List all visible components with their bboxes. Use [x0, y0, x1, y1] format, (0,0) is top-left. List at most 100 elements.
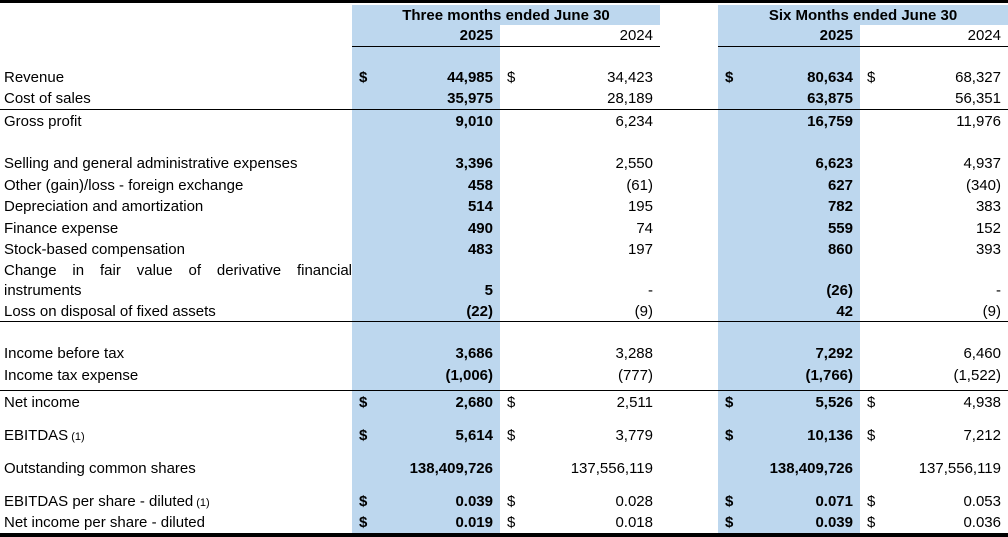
row-other-gain-loss-fx: Other (gain)/loss - foreign exchange 458… — [0, 174, 1008, 196]
row-net-income: Net income $ 2,680 $ 2,511 $ 5,526 $ 4,9… — [0, 391, 1008, 413]
value-6mo-2025: 10,136 — [746, 424, 860, 446]
value-6mo-2024: (340) — [965, 176, 1001, 194]
spacer-row — [0, 446, 1008, 457]
row-label: Change in fair value of derivative finan… — [4, 262, 352, 299]
value-3mo-2025: 490 — [382, 217, 500, 239]
header-year-row: 2025 2024 2025 2024 — [0, 25, 1008, 47]
row-outstanding-common-shares: Outstanding common shares 138,409,726 13… — [0, 457, 1008, 479]
value-6mo-2024: (1,522) — [953, 366, 1001, 384]
dollar-sign: $ — [507, 514, 516, 531]
header-six-months: Six Months ended June 30 — [718, 5, 1008, 25]
value-6mo-2024: - — [996, 282, 1001, 299]
footnote-marker: (1) — [196, 497, 210, 509]
dollar-sign: $ — [718, 391, 746, 413]
row-ebitdas: EBITDAS (1) $ 5,614 $ 3,779 $ 10,136 $ 7,… — [0, 424, 1008, 446]
value-3mo-2025: 2,680 — [382, 391, 500, 413]
value-6mo-2025: 80,634 — [746, 66, 860, 88]
value-3mo-2025: 9,010 — [382, 110, 500, 132]
row-label: Income before tax — [4, 344, 125, 362]
row-label: Loss on disposal of fixed assets — [4, 302, 216, 320]
dollar-sign: $ — [507, 68, 516, 86]
value-6mo-2024: 137,556,119 — [918, 459, 1001, 477]
value-3mo-2025: 138,409,726 — [382, 457, 500, 479]
value-3mo-2025: 5 — [382, 260, 500, 301]
value-3mo-2025: 483 — [382, 239, 500, 260]
row-depreciation-amortization: Depreciation and amortization 514 195 78… — [0, 196, 1008, 217]
value-6mo-2024: 56,351 — [955, 90, 1001, 107]
value-3mo-2024: 34,423 — [607, 68, 653, 86]
row-stock-based-compensation: Stock-based compensation 483 197 860 393 — [0, 239, 1008, 260]
dollar-sign: $ — [352, 66, 382, 88]
row-label: Outstanding common shares — [4, 459, 196, 477]
value-6mo-2024: 4,937 — [963, 154, 1001, 172]
value-3mo-2024: 197 — [627, 241, 653, 258]
value-3mo-2025: 0.039 — [382, 490, 500, 512]
value-3mo-2024: 74 — [636, 219, 653, 237]
value-6mo-2025: 0.071 — [746, 490, 860, 512]
row-label: Income tax expense — [4, 366, 139, 384]
value-6mo-2024: 4,938 — [963, 393, 1001, 411]
row-revenue: Revenue $ 44,985 $ 34,423 $ 80,634 $ 68,… — [0, 66, 1008, 88]
row-label: Depreciation and amortization — [4, 198, 204, 215]
row-income-tax-expense: Income tax expense (1,006) (777) (1,766)… — [0, 364, 1008, 386]
spacer-row — [0, 413, 1008, 424]
row-finance-expense: Finance expense 490 74 559 152 — [0, 217, 1008, 239]
value-6mo-2025: 782 — [746, 196, 860, 217]
row-loss-disposal-fixed-assets: Loss on disposal of fixed assets (22) (9… — [0, 301, 1008, 322]
row-income-before-tax: Income before tax 3,686 3,288 7,292 6,46… — [0, 342, 1008, 364]
value-3mo-2024: 2,550 — [615, 154, 653, 172]
value-3mo-2025: 5,614 — [382, 424, 500, 446]
row-label: Net income per share - diluted — [4, 514, 205, 531]
dollar-sign: $ — [718, 490, 746, 512]
spacer-row — [0, 386, 1008, 391]
row-net-income-per-share-diluted: Net income per share - diluted $ 0.019 $… — [0, 512, 1008, 533]
dollar-sign: $ — [867, 68, 876, 86]
row-label: Cost of sales — [4, 90, 91, 107]
value-6mo-2025: (1,766) — [746, 364, 860, 386]
row-label: Selling and general administrative expen… — [4, 154, 298, 172]
value-6mo-2025: 559 — [746, 217, 860, 239]
row-label: Stock-based compensation — [4, 241, 185, 258]
dollar-sign: $ — [507, 393, 516, 411]
dollar-sign: $ — [352, 490, 382, 512]
value-3mo-2025: 44,985 — [382, 66, 500, 88]
footnote-marker: (1) — [71, 431, 85, 443]
value-3mo-2024: 2,511 — [616, 393, 653, 411]
row-label: EBITDAS (1) — [4, 426, 85, 444]
header-gap — [660, 5, 718, 25]
value-3mo-2025: 3,686 — [382, 342, 500, 364]
value-3mo-2024: 195 — [627, 198, 653, 215]
value-6mo-2024: 393 — [975, 241, 1001, 258]
spacer-row — [0, 132, 1008, 152]
value-6mo-2025: 5,526 — [746, 391, 860, 413]
value-3mo-2024: 3,779 — [615, 426, 653, 444]
year-3mo-2025: 2025 — [382, 25, 500, 47]
dollar-sign: $ — [352, 512, 382, 533]
header-group-row: Three months ended June 30 Six Months en… — [0, 5, 1008, 25]
value-6mo-2024: 68,327 — [955, 68, 1001, 86]
value-3mo-2024: 0.018 — [615, 514, 653, 531]
value-3mo-2025: (1,006) — [382, 364, 500, 386]
value-3mo-2025: 3,396 — [382, 152, 500, 174]
value-3mo-2024: 0.028 — [615, 492, 653, 510]
value-6mo-2025: 6,623 — [746, 152, 860, 174]
value-6mo-2025: 860 — [746, 239, 860, 260]
row-ebitdas-per-share-diluted: EBITDAS per share - diluted (1) $ 0.039 $… — [0, 490, 1008, 512]
spacer-row — [0, 479, 1008, 490]
value-3mo-2024: - — [648, 282, 653, 299]
row-sga-expenses: Selling and general administrative expen… — [0, 152, 1008, 174]
value-6mo-2024: 11,976 — [956, 112, 1001, 130]
value-6mo-2025: 42 — [746, 301, 860, 321]
dollar-sign: $ — [867, 393, 876, 411]
dollar-sign: $ — [507, 426, 516, 444]
row-cost-of-sales: Cost of sales 35,975 28,189 63,875 56,35… — [0, 88, 1008, 110]
year-3mo-2024: 2024 — [530, 25, 660, 47]
value-3mo-2025: 35,975 — [382, 88, 500, 109]
value-6mo-2025: 7,292 — [746, 342, 860, 364]
value-3mo-2024: (61) — [626, 176, 653, 194]
value-6mo-2024: 152 — [975, 219, 1001, 237]
row-label: Other (gain)/loss - foreign exchange — [4, 176, 244, 194]
row-gross-profit: Gross profit 9,010 6,234 16,759 11,976 — [0, 110, 1008, 132]
value-6mo-2025: 138,409,726 — [746, 457, 860, 479]
value-6mo-2025: (26) — [746, 260, 860, 301]
